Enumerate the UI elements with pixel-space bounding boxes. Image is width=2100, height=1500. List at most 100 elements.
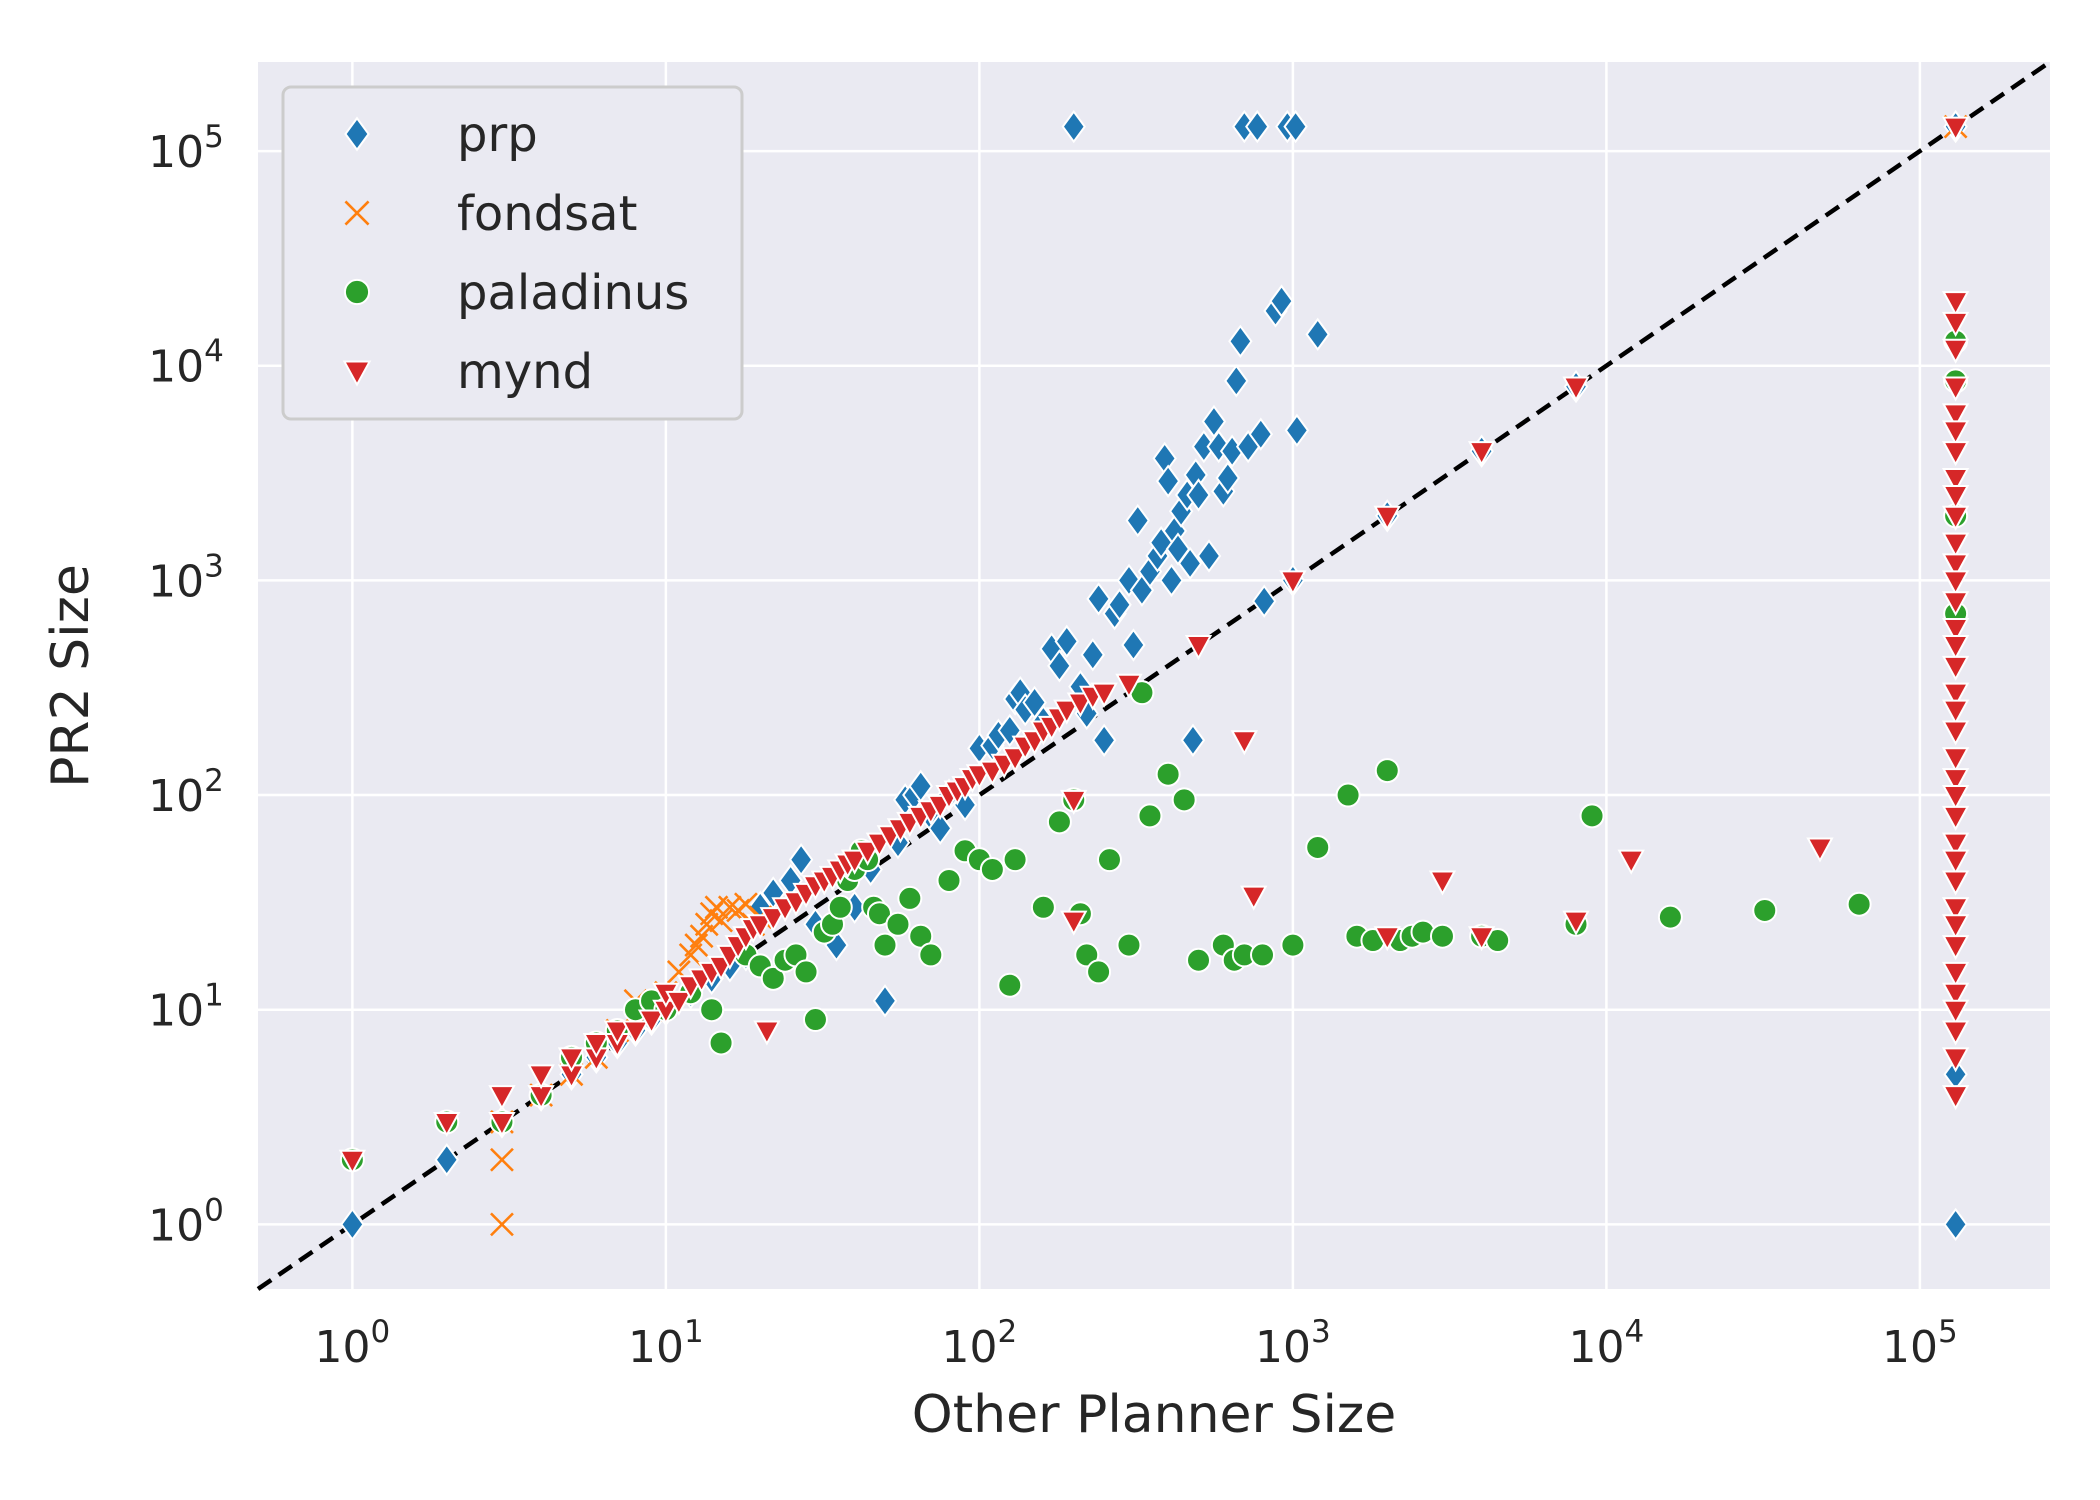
paladinus-point-46 xyxy=(1096,847,1122,873)
reference-line-y-equals-x xyxy=(256,60,2052,1291)
paladinus-point-44 xyxy=(1074,942,1100,968)
mynd-point-70 xyxy=(1373,926,1401,952)
paladinus-point-22 xyxy=(827,894,853,920)
mynd-point-58 xyxy=(1053,699,1081,725)
prp-point-28 xyxy=(927,811,953,846)
prp-point-60 xyxy=(1159,563,1184,598)
legend-label-mynd: mynd xyxy=(457,344,593,400)
paladinus-point-52 xyxy=(1186,947,1212,973)
paladinus-point-57 xyxy=(1280,932,1306,958)
x-axis-title: Other Planner Size xyxy=(912,1385,1396,1445)
paladinus-point-72 xyxy=(1752,897,1778,923)
mynd-point-59 xyxy=(1060,910,1088,936)
legend-marker-mynd xyxy=(342,360,372,387)
legend-box xyxy=(281,85,744,421)
paladinus-point-38 xyxy=(997,972,1023,998)
paladinus-point-33 xyxy=(918,942,944,968)
prp-point-0 xyxy=(340,1207,365,1242)
prp-point-47 xyxy=(1086,582,1111,616)
paladinus-point-49 xyxy=(1137,803,1163,829)
mynd-point-82 xyxy=(1941,376,1970,402)
paladinus-point-71 xyxy=(1657,904,1683,930)
mynd-point-64 xyxy=(1115,673,1143,699)
y-tick-label-5: 105 xyxy=(148,119,224,178)
paladinus-point-62 xyxy=(1374,758,1400,784)
prp-point-17 xyxy=(788,842,814,877)
prp-point-1 xyxy=(434,1143,459,1177)
mynd-point-80 xyxy=(1941,311,1970,338)
x-tick-label-4: 104 xyxy=(1569,1314,1645,1373)
y-tick-label-2: 102 xyxy=(148,763,224,822)
paladinus-point-15 xyxy=(760,965,786,991)
mynd-point-93 xyxy=(1941,618,1970,644)
mynd-point-107 xyxy=(1941,914,1970,940)
y-axis-title: PR2 Size xyxy=(41,564,101,788)
legend-marker-paladinus xyxy=(343,278,371,306)
mynd-point-26 xyxy=(753,1020,781,1046)
mynd-point-76 xyxy=(1617,849,1645,875)
mynd-point-112 xyxy=(1941,1020,1970,1046)
fondsat-point-17 xyxy=(709,908,734,933)
mynd-point-95 xyxy=(1941,655,1970,681)
mynd-point-73 xyxy=(1467,926,1496,952)
y-tick-label-0: 100 xyxy=(148,1192,224,1251)
prp-point-22 xyxy=(872,984,898,1018)
legend-label-fondsat: fondsat xyxy=(457,186,637,242)
mynd-point-7 xyxy=(557,1047,586,1073)
prp-point-66 xyxy=(1180,723,1206,757)
paladinus-point-59 xyxy=(1335,782,1361,808)
mynd-point-2 xyxy=(488,1111,516,1138)
mynd-point-12 xyxy=(621,1020,650,1046)
mynd-point-99 xyxy=(1941,747,1970,773)
mynd-point-66 xyxy=(1230,730,1259,756)
paladinus-point-39 xyxy=(1002,847,1028,873)
mynd-point-97 xyxy=(1941,699,1970,725)
mynd-point-11 xyxy=(603,1020,632,1046)
mynd-point-5 xyxy=(527,1064,555,1090)
prp-point-43 xyxy=(1061,109,1087,144)
prp-point-68 xyxy=(1186,478,1211,512)
paladinus-point-11 xyxy=(699,997,725,1023)
mynd-point-113 xyxy=(1941,1047,1970,1073)
paladinus-point-41 xyxy=(1046,809,1072,835)
x-tick-label-2: 102 xyxy=(942,1314,1018,1373)
mynd-point-1 xyxy=(433,1111,461,1138)
x-tick-label-5: 105 xyxy=(1882,1314,1958,1373)
y-tick-label-3: 103 xyxy=(148,548,224,607)
mynd-point-104 xyxy=(1941,849,1970,875)
mynd-point-88 xyxy=(1941,505,1970,531)
y-tick-label-4: 104 xyxy=(148,334,224,393)
paladinus-point-29 xyxy=(872,932,898,958)
paladinus-point-66 xyxy=(1429,923,1455,949)
mynd-point-91 xyxy=(1941,570,1970,596)
mynd-point-92 xyxy=(1941,591,1970,617)
mynd-point-27 xyxy=(759,907,787,933)
mynd-point-100 xyxy=(1941,768,1970,794)
paladinus-point-28 xyxy=(866,901,892,927)
mynd-point-90 xyxy=(1941,553,1970,579)
y-tick-label-1: 101 xyxy=(148,978,224,1037)
paladinus-point-31 xyxy=(897,885,923,911)
prp-point-88 xyxy=(1284,413,1310,448)
mynd-point-103 xyxy=(1941,832,1970,858)
paladinus-point-45 xyxy=(1086,959,1112,985)
fondsat-point-1 xyxy=(490,1147,514,1172)
mynd-point-89 xyxy=(1941,532,1970,558)
prp-point-50 xyxy=(1107,588,1132,622)
mynd-point-25 xyxy=(746,914,774,940)
prp-point-95 xyxy=(1943,1207,1968,1242)
mynd-point-9 xyxy=(582,1032,611,1059)
paladinus-point-56 xyxy=(1250,942,1276,968)
legend-label-paladinus: paladinus xyxy=(457,265,689,321)
y-tick-labels: 100 101 102 103 104 105 xyxy=(148,119,224,1251)
mynd-point-36 xyxy=(840,849,869,875)
fondsat-point-13 xyxy=(689,924,714,949)
paladinus-point-40 xyxy=(1030,894,1056,920)
legend: prp fondsat paladinus mynd xyxy=(281,85,744,421)
legend-marker-prp xyxy=(344,116,370,152)
mynd-point-72 xyxy=(1467,441,1496,467)
prp-point-65 xyxy=(1177,546,1203,581)
x-tick-label-3: 103 xyxy=(1255,1314,1331,1373)
mynd-point-60 xyxy=(1060,789,1088,815)
